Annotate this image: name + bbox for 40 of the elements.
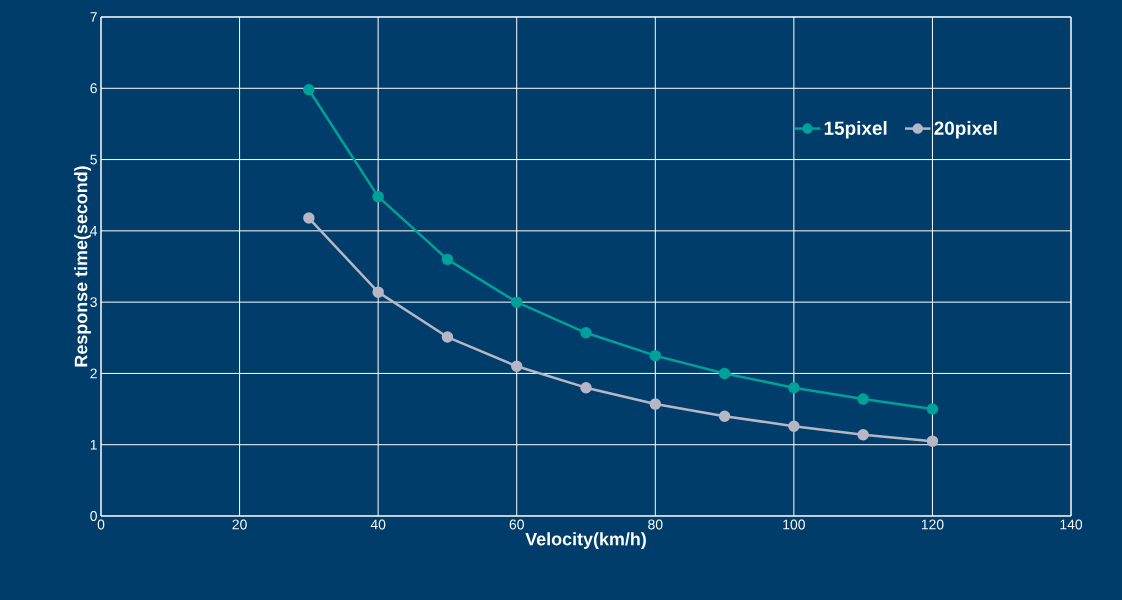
y-axis-title: Response time(second): [74, 166, 91, 367]
y-tick-label: 2: [90, 368, 97, 379]
y-tick-label: 3: [90, 297, 97, 308]
legend-label: 15pixel: [824, 120, 887, 139]
point: [372, 286, 384, 298]
point: [303, 83, 315, 96]
point: [788, 381, 800, 394]
y-tick-label: 1: [90, 439, 97, 450]
y-tick-label: 0: [90, 511, 97, 521]
point: [718, 410, 731, 422]
y-tick-label: 5: [90, 154, 97, 165]
x-tick-label: 120: [921, 519, 944, 530]
point: [649, 349, 662, 362]
x-tick-label: 100: [783, 519, 805, 530]
x-tick-label: 0: [97, 519, 105, 530]
point: [580, 327, 592, 339]
x-tick-label: 20: [232, 519, 247, 530]
point: [857, 393, 869, 405]
point: [303, 212, 315, 224]
point: [926, 435, 939, 447]
point: [580, 381, 592, 394]
point: [718, 367, 731, 380]
x-tick-label: 60: [509, 519, 524, 530]
point: [926, 403, 939, 415]
point: [510, 360, 523, 373]
x-axis-title: Velocity(km/h): [525, 532, 646, 549]
point: [510, 296, 523, 308]
legend-label: 20pixel: [934, 120, 997, 139]
y-tick-label: 4: [90, 226, 98, 236]
point: [788, 420, 800, 432]
x-tick-label: 140: [1060, 519, 1083, 530]
x-tick-label: 80: [648, 519, 663, 530]
point: [372, 190, 384, 203]
point: [649, 398, 662, 410]
point: [441, 253, 454, 266]
y-tick-label: 6: [90, 83, 97, 94]
x-tick-label: 40: [370, 519, 386, 530]
y-tick-label: 7: [90, 12, 97, 22]
point: [441, 331, 454, 343]
point: [857, 429, 869, 441]
